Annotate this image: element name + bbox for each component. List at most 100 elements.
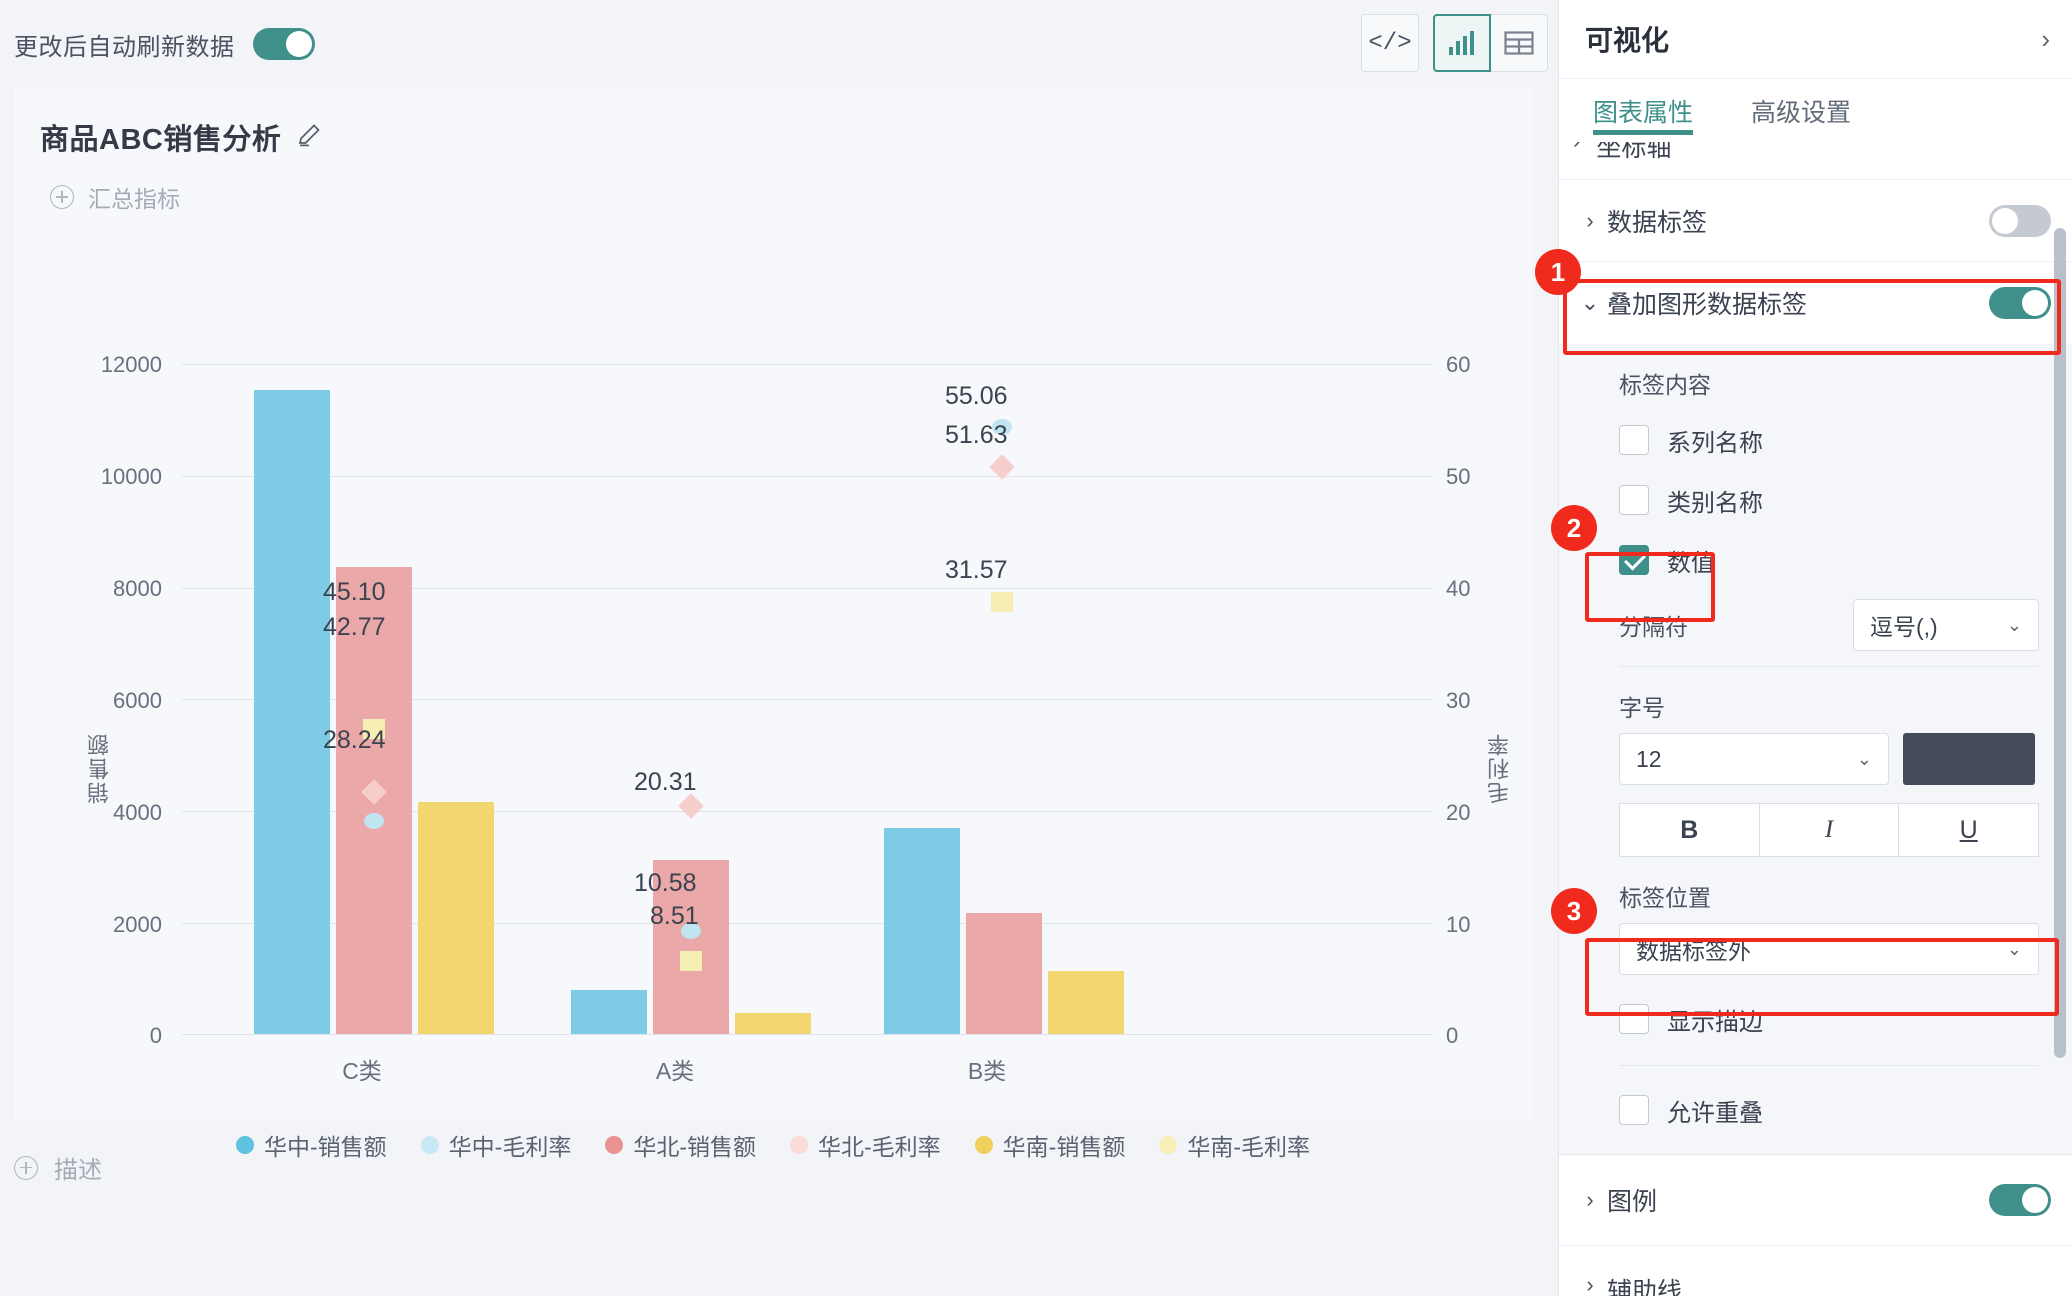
bar-huazhong-sales[interactable] xyxy=(254,390,330,1034)
auto-refresh-control[interactable]: 更改后自动刷新数据 xyxy=(14,27,315,62)
stacked-data-label-toggle[interactable] xyxy=(1989,287,2051,319)
marker-huanan-rate[interactable] xyxy=(363,719,385,739)
bar-huazhong-sales[interactable] xyxy=(571,990,647,1034)
section-auxline-label: 辅助线 xyxy=(1607,1278,1683,1296)
data-label: 8.51 xyxy=(650,902,699,930)
section-stacked-data-label[interactable]: ⌄ 叠加图形数据标签 xyxy=(1559,262,2072,344)
description-label: 描述 xyxy=(54,1157,102,1184)
x-tick: C类 xyxy=(342,1058,382,1084)
chevron-right-icon[interactable]: › xyxy=(1586,207,1594,233)
chart-view-button[interactable] xyxy=(1433,14,1491,72)
font-color-swatch[interactable] xyxy=(1903,733,2035,785)
checkbox-category-name-label: 类别名称 xyxy=(1667,489,1763,517)
checkbox-icon[interactable] xyxy=(1619,425,1649,455)
pencil-icon[interactable] xyxy=(297,122,323,153)
bar-huanan-sales[interactable] xyxy=(735,1013,811,1034)
legend-toggle[interactable] xyxy=(1989,1184,2051,1216)
y-tick-right: 10 xyxy=(1446,912,1471,937)
chevron-right-icon: › xyxy=(1573,142,1580,154)
marker-huanan-rate[interactable] xyxy=(991,592,1013,612)
y-axis-label-right: 毛利率 xyxy=(1487,732,1512,804)
bar-huabei-sales[interactable] xyxy=(653,860,729,1034)
checkbox-series-name-label: 系列名称 xyxy=(1667,429,1763,457)
card-title-row: 商品ABC销售分析 xyxy=(14,88,1532,158)
data-label: 28.24 xyxy=(323,726,386,754)
bold-button[interactable]: B xyxy=(1619,803,1760,857)
table-view-button[interactable] xyxy=(1490,14,1548,72)
checkbox-show-outline[interactable]: 显示描边 xyxy=(1619,989,2072,1049)
font-style-buttons: B I U xyxy=(1619,803,2040,857)
bar-huabei-sales[interactable] xyxy=(966,913,1042,1034)
panel-title: 可视化 xyxy=(1585,25,1670,56)
description-button[interactable]: 描述 xyxy=(14,1150,102,1185)
underline-button[interactable]: U xyxy=(1898,803,2040,857)
y-tick-left: 6000 xyxy=(113,688,162,713)
chart-table-group xyxy=(1433,14,1548,72)
checkbox-category-name[interactable]: 类别名称 xyxy=(1619,470,2072,530)
y-axis-label-left: 销售额 xyxy=(87,732,112,804)
toggle-knob xyxy=(1992,207,2018,234)
checkbox-icon[interactable] xyxy=(1619,545,1649,575)
legend-item[interactable]: 华中-销售额 xyxy=(235,1128,387,1162)
checkbox-icon[interactable] xyxy=(1619,485,1649,515)
summary-metric-button[interactable]: 汇总指标 xyxy=(14,158,1532,214)
marker-huazhong-rate[interactable] xyxy=(992,419,1012,435)
y-tick-left: 0 xyxy=(149,1023,162,1048)
chevron-down-icon: ⌄ xyxy=(1856,748,1872,769)
legend-item[interactable]: 华北-毛利率 xyxy=(790,1128,941,1162)
plus-circle-icon xyxy=(14,1155,38,1180)
checkbox-icon[interactable] xyxy=(1619,1095,1649,1125)
legend-label: 华北-毛利率 xyxy=(818,1134,941,1160)
legend-label: 华中-毛利率 xyxy=(448,1134,572,1160)
legend-item[interactable]: 华中-毛利率 xyxy=(420,1128,572,1162)
bar-huanan-sales[interactable] xyxy=(418,802,494,1034)
marker-huanan-rate[interactable] xyxy=(680,951,702,971)
marker-huazhong-rate[interactable] xyxy=(364,813,384,829)
section-legend[interactable]: › 图例 xyxy=(1559,1154,2072,1246)
section-auxline[interactable]: › 辅助线 xyxy=(1559,1246,2072,1296)
legend-item[interactable]: 华北-销售额 xyxy=(605,1128,756,1162)
chevron-right-icon[interactable]: › xyxy=(1586,1272,1594,1296)
checkbox-icon[interactable] xyxy=(1619,1004,1649,1034)
legend-item[interactable]: 华南-销售额 xyxy=(974,1128,1125,1162)
top-toolbar: 更改后自动刷新数据 </> xyxy=(0,0,1558,88)
separator-select[interactable]: 逗号(,) ⌄ xyxy=(1853,599,2039,651)
label-position-select[interactable]: 数据标签外 ⌄ xyxy=(1619,923,2039,975)
italic-button[interactable]: I xyxy=(1758,803,1900,857)
bar-huanan-sales[interactable] xyxy=(1048,971,1124,1034)
bar-huazhong-sales[interactable] xyxy=(884,828,960,1034)
legend-item[interactable]: 华南-毛利率 xyxy=(1159,1128,1310,1162)
gridline xyxy=(182,476,1432,477)
font-size-select[interactable]: 12 ⌄ xyxy=(1619,733,1889,785)
x-tick: A类 xyxy=(655,1058,695,1084)
y-tick-right: 50 xyxy=(1446,464,1471,489)
checkbox-value[interactable]: 数值 xyxy=(1619,530,2072,590)
marker-huazhong-rate[interactable] xyxy=(681,923,701,939)
y-tick-right: 60 xyxy=(1446,352,1471,377)
marker-huabei-rate[interactable] xyxy=(678,793,704,819)
separator-field: 分隔符 逗号(,) ⌄ xyxy=(1619,590,2072,660)
auto-refresh-label: 更改后自动刷新数据 xyxy=(14,33,235,61)
chevron-right-icon[interactable]: › xyxy=(1586,1187,1594,1212)
chevron-down-icon[interactable]: ⌄ xyxy=(1580,290,1600,315)
legend-label: 华北-销售额 xyxy=(633,1134,756,1160)
tab-advanced-settings[interactable]: 高级设置 xyxy=(1751,99,1852,127)
label-position-title: 标签位置 xyxy=(1619,885,1711,911)
panel-scrollbar[interactable] xyxy=(2054,228,2066,1058)
chevron-right-icon[interactable]: › xyxy=(2041,24,2050,54)
tab-chart-properties[interactable]: 图表属性 xyxy=(1593,79,1694,135)
legend-label: 华南-毛利率 xyxy=(1187,1134,1311,1160)
y-tick-right: 0 xyxy=(1446,1023,1459,1048)
code-view-button[interactable]: </> xyxy=(1361,14,1419,72)
section-data-label[interactable]: › 数据标签 xyxy=(1559,180,2072,262)
auto-refresh-toggle[interactable] xyxy=(252,28,315,60)
section-data-label-text: 数据标签 xyxy=(1607,208,1708,237)
divider xyxy=(1619,666,2039,667)
y-tick-left: 12000 xyxy=(100,352,162,377)
checkbox-allow-overlap[interactable]: 允许重叠 xyxy=(1619,1080,2072,1140)
checkbox-series-name[interactable]: 系列名称 xyxy=(1619,410,2072,470)
section-axis[interactable]: › 坐标轴 xyxy=(1559,142,2072,180)
data-label-toggle[interactable] xyxy=(1989,204,2051,237)
data-label: 31.57 xyxy=(945,556,1008,584)
panel-tabs: 图表属性 高级设置 xyxy=(1559,78,2072,142)
